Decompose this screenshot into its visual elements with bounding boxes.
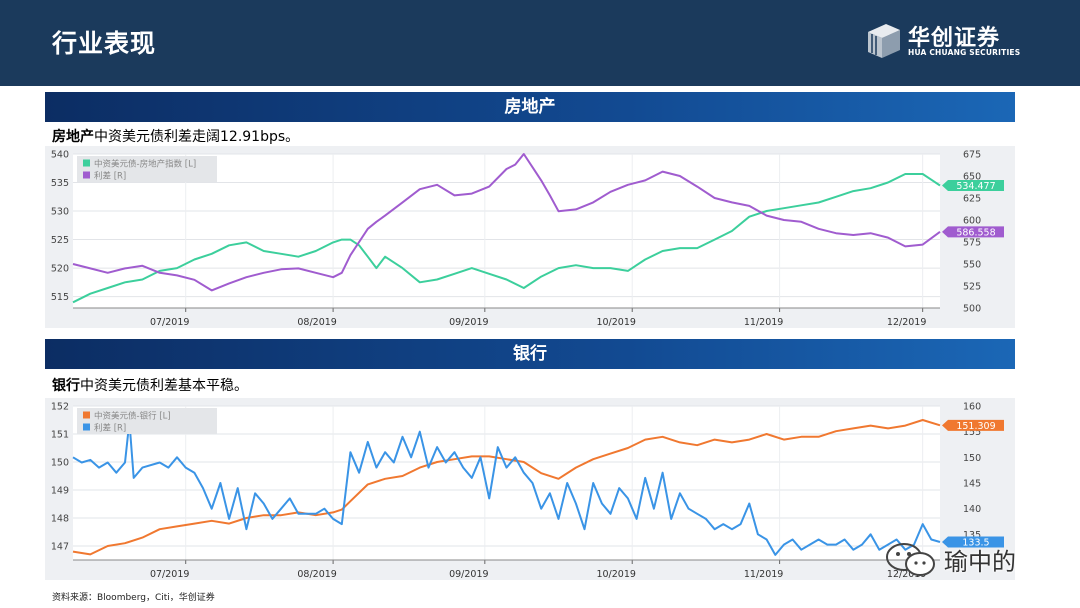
watermark-text: 瑜中的 — [944, 548, 1016, 576]
end-value-label-1: 586.558 — [956, 227, 995, 238]
y-left-tick-label: 152 — [51, 402, 69, 413]
y-right-tick-label: 550 — [963, 260, 981, 271]
y-right-tick-label: 160 — [963, 402, 981, 413]
end-value-tag-1 — [942, 536, 1004, 548]
x-tick-label: 09/2019 — [449, 569, 488, 580]
y-left-tick-label: 530 — [51, 207, 69, 218]
y-right-tick-label: 650 — [963, 172, 981, 183]
legend-label-1: 利差 [R] — [94, 423, 126, 434]
series-line-1 — [72, 420, 941, 556]
y-right-tick-label: 155 — [963, 427, 981, 438]
y-right-tick-label: 625 — [963, 194, 981, 205]
caption-bank-text: 中资美元债利差基本平稳。 — [80, 378, 248, 394]
y-left-tick-label: 149 — [51, 486, 69, 497]
page-title: 行业表现 — [52, 29, 157, 58]
x-tick-label: 08/2019 — [297, 569, 336, 580]
y-right-tick-label: 500 — [963, 304, 981, 315]
y-left-tick-label: 520 — [51, 264, 69, 275]
legend-swatch-0 — [83, 411, 90, 419]
legend-swatch-1 — [83, 423, 90, 431]
wechat-icon — [886, 543, 935, 576]
x-tick-label: 11/2019 — [744, 569, 783, 580]
x-tick-label: 12/2019 — [887, 569, 926, 580]
series-line-0 — [72, 173, 941, 304]
section-band-real-estate: 房地产 — [45, 92, 1015, 122]
legend-swatch-1 — [83, 171, 90, 179]
chart-bank: 147 148 149 150 151 152 135 140 145 150 155 160 07/2… — [45, 398, 1015, 580]
y-right-tick-label: 600 — [963, 216, 981, 227]
end-value-tag-0 — [942, 419, 1004, 431]
y-left-tick-label: 525 — [51, 235, 69, 246]
x-tick-label: 10/2019 — [596, 317, 635, 328]
y-right-tick-label: 140 — [963, 504, 981, 515]
company-logo: 华创证券 HUA CHUANG SECURITIES — [864, 20, 1024, 64]
x-tick-label: 11/2019 — [744, 317, 783, 328]
watermark: 瑜中的 — [884, 540, 1054, 580]
logo-cube-icon — [868, 24, 900, 58]
caption-real-estate-bold: 房地产 — [52, 129, 94, 145]
x-tick-label: 10/2019 — [596, 569, 635, 580]
series-line-0 — [72, 419, 941, 556]
plot-area — [73, 406, 940, 560]
caption-bank-bold: 银行 — [52, 378, 80, 394]
y-right-tick-label: 575 — [963, 238, 981, 249]
y-left-tick-label: 535 — [51, 178, 69, 189]
y-left-tick-label: 515 — [51, 292, 69, 303]
caption-real-estate: 房地产中资美元债利差走阔12.91bps。 — [52, 126, 299, 146]
x-tick-label: 09/2019 — [449, 317, 488, 328]
end-value-label-0: 534.477 — [956, 181, 995, 192]
legend-label-1: 利差 [R] — [94, 171, 126, 182]
legend-label-0: 中资美元债-房地产指数 [L] — [94, 159, 196, 170]
legend-box — [77, 156, 217, 182]
end-value-label-0: 151.309 — [956, 421, 995, 432]
series-line-1 — [72, 153, 941, 292]
legend-box — [77, 408, 217, 434]
y-right-tick-label: 135 — [963, 530, 981, 541]
y-right-tick-label: 525 — [963, 282, 981, 293]
legend-swatch-0 — [83, 159, 90, 167]
caption-bank: 银行中资美元债利差基本平稳。 — [52, 375, 248, 395]
y-left-tick-label: 148 — [51, 514, 69, 525]
chart-real-estate: 515 520 525 530 535 540 500 525 550 575 600 625 650 6… — [45, 146, 1015, 328]
chart-real-estate-svg: 515 520 525 530 535 540 500 525 550 575 600 625 650 6… — [51, 150, 1004, 328]
logo-subtitle: HUA CHUANG SECURITIES — [908, 48, 1021, 57]
y-left-tick-label: 150 — [51, 458, 69, 469]
legend-label-0: 中资美元债-银行 [L] — [94, 411, 171, 422]
end-value-tag-0 — [942, 180, 1004, 192]
y-left-tick-label: 147 — [51, 542, 69, 553]
x-tick-label: 07/2019 — [150, 317, 189, 328]
x-tick-label: 08/2019 — [297, 317, 336, 328]
chart-bank-svg: 147 148 149 150 151 152 135 140 145 150 155 160 07/2… — [51, 402, 1004, 580]
y-left-tick-label: 540 — [51, 150, 69, 161]
x-tick-label: 07/2019 — [150, 569, 189, 580]
end-value-tag-1 — [942, 226, 1004, 238]
y-right-tick-label: 150 — [963, 453, 981, 464]
source-note: 资料来源：Bloomberg，Citi，华创证券 — [52, 593, 215, 603]
x-tick-label: 12/2019 — [887, 317, 926, 328]
section-band-bank: 银行 — [45, 339, 1015, 369]
y-right-tick-label: 145 — [963, 479, 981, 490]
plot-area — [73, 154, 940, 308]
end-value-label-1: 133.5 — [962, 538, 989, 549]
caption-real-estate-text: 中资美元债利差走阔12.91bps。 — [94, 129, 300, 145]
logo-name: 华创证券 — [908, 26, 1001, 51]
y-left-tick-label: 151 — [51, 430, 69, 441]
y-right-tick-label: 675 — [963, 150, 981, 161]
header-bar: 行业表现 华创证券 HUA CHUANG SECURITIES — [0, 0, 1080, 86]
